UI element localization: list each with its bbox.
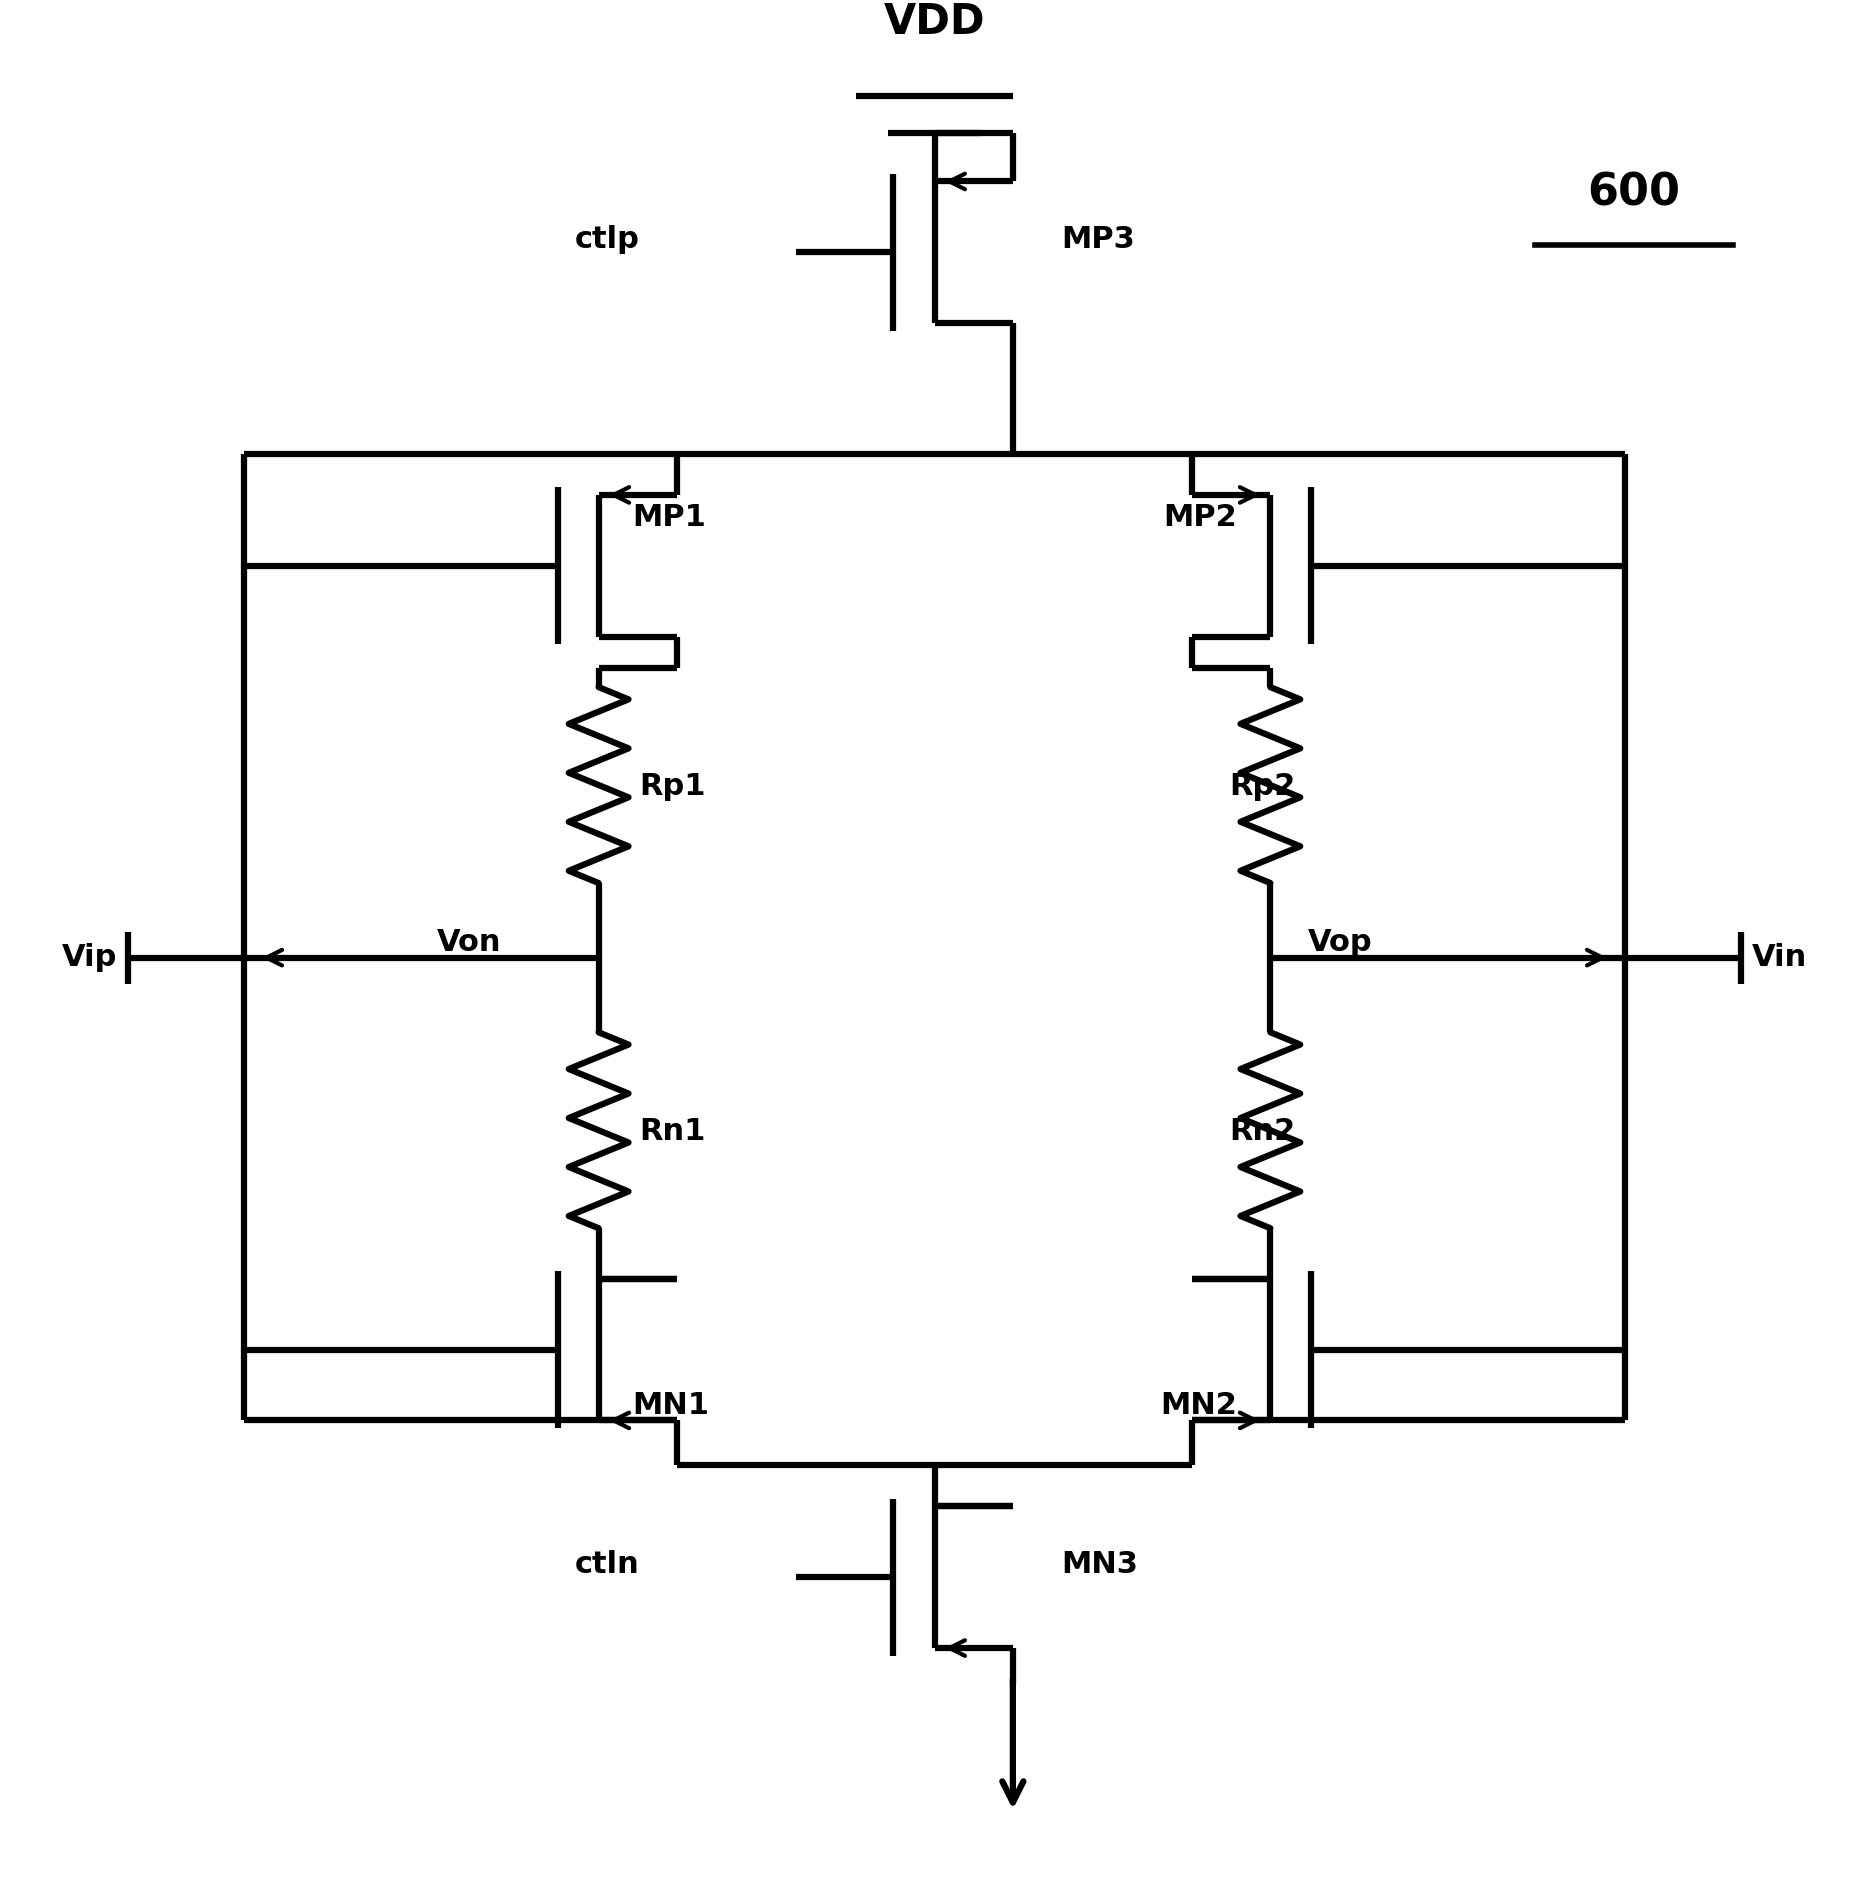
Text: MN2: MN2 xyxy=(1161,1391,1237,1419)
Text: Vip: Vip xyxy=(62,944,118,972)
Text: 600: 600 xyxy=(1587,170,1680,214)
Text: Rn1: Rn1 xyxy=(639,1116,706,1147)
Text: MP3: MP3 xyxy=(1062,225,1134,254)
Text: Rp2: Rp2 xyxy=(1230,772,1295,800)
Text: Vop: Vop xyxy=(1308,929,1372,957)
Text: MN3: MN3 xyxy=(1062,1550,1138,1578)
Text: MP2: MP2 xyxy=(1163,503,1237,532)
Text: MP1: MP1 xyxy=(632,503,706,532)
Text: Von: Von xyxy=(437,929,501,957)
Text: ctlp: ctlp xyxy=(576,225,639,254)
Text: MN1: MN1 xyxy=(632,1391,708,1419)
Text: Rp1: Rp1 xyxy=(639,772,706,800)
Text: Vin: Vin xyxy=(1751,944,1807,972)
Text: ctln: ctln xyxy=(576,1550,639,1578)
Text: Rn2: Rn2 xyxy=(1230,1116,1295,1147)
Text: VDD: VDD xyxy=(884,2,985,44)
